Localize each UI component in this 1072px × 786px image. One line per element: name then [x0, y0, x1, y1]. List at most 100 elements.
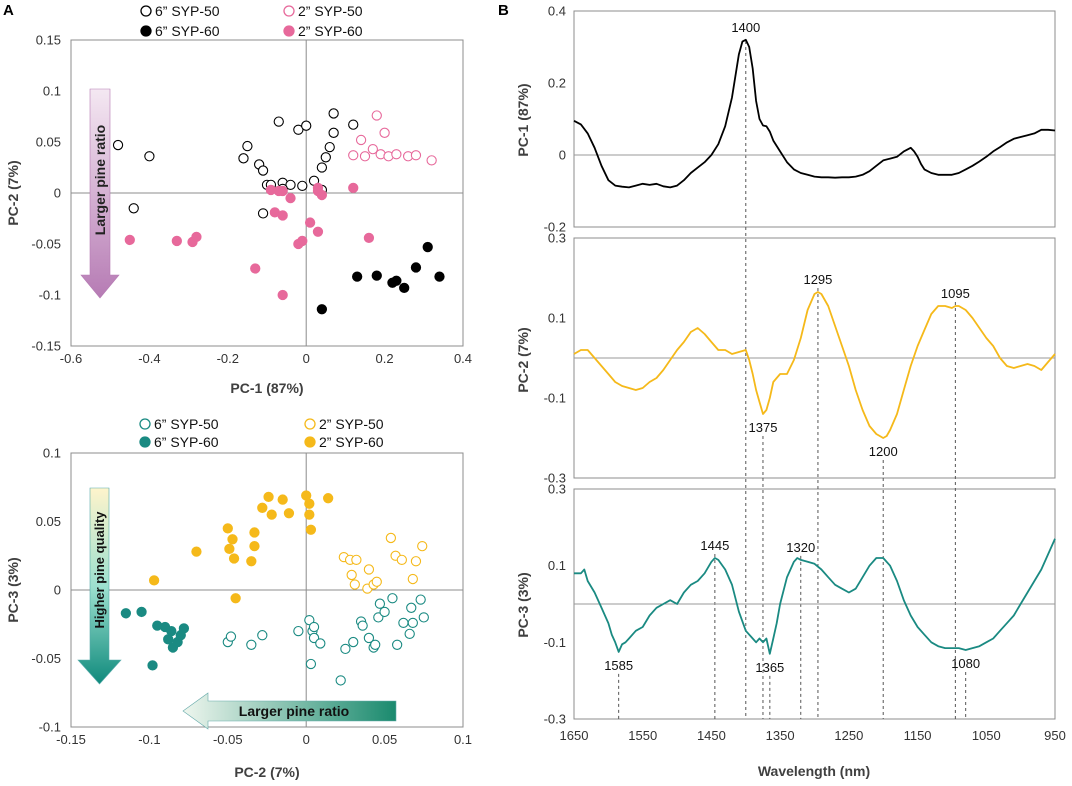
data-point — [315, 638, 326, 649]
x-tick-label: 0.1 — [454, 732, 472, 747]
y-tick-label: 0.15 — [36, 33, 61, 48]
y-tick-label: 0 — [559, 148, 566, 163]
larger-pine-ratio-h-arrow — [182, 692, 397, 730]
data-point — [379, 606, 390, 618]
loading-curve — [573, 38, 1056, 189]
larger-pine-ratio-h-label: Larger pine ratio — [239, 703, 349, 719]
peak-label: 1365 — [755, 660, 784, 675]
data-point — [191, 231, 202, 243]
data-point — [363, 232, 375, 244]
data-point — [305, 524, 317, 535]
data-point — [379, 127, 390, 138]
legend-marker — [283, 5, 295, 17]
data-point — [277, 210, 288, 221]
data-point — [249, 527, 260, 538]
y-tick-label: 0 — [54, 583, 61, 598]
x-tick-label: -0.2 — [217, 351, 239, 366]
loading-panel-b-pc1: -0.2 0 0.2 0.4 1400 — [544, 4, 1056, 235]
y-tick-label: 0.3 — [548, 482, 566, 497]
x-tick-label: 1450 — [697, 728, 726, 743]
data-point — [242, 140, 253, 152]
data-point — [348, 119, 359, 130]
data-point — [293, 124, 304, 135]
data-point — [257, 208, 269, 219]
data-point — [304, 509, 315, 520]
data-point — [391, 275, 402, 286]
data-point — [346, 569, 357, 581]
data-point — [316, 304, 328, 315]
data-point — [277, 185, 288, 197]
data-point — [301, 120, 312, 131]
peak-label: 1095 — [941, 286, 970, 301]
x-axis-title: PC-1 (87%) — [230, 380, 303, 396]
data-point — [304, 217, 316, 228]
data-point — [285, 179, 296, 190]
data-point — [222, 523, 233, 534]
y-tick-label: -0.1 — [39, 720, 61, 735]
y-tick-label: 0.05 — [36, 135, 61, 150]
y-tick-label: -0.1 — [544, 635, 566, 650]
y-tick-label: 0 — [54, 186, 61, 201]
pc1-y-axis-title: PC-1 (87%) — [515, 83, 531, 156]
legend-label: 6” SYP-50 — [154, 416, 219, 432]
peak-label: 1585 — [604, 658, 633, 673]
data-point — [266, 509, 277, 520]
data-point — [277, 289, 288, 301]
data-point — [124, 234, 135, 246]
data-point — [348, 636, 359, 648]
data-point — [355, 134, 367, 146]
data-point — [391, 149, 402, 160]
pc1-pc2-scatter: -0.6 -0.4 -0.2 0 0.2 0.4 -0.15 -0.1 -0.05 0 0.05 0.… — [5, 3, 472, 396]
data-point — [371, 110, 382, 121]
data-point — [391, 639, 403, 650]
peak-label: 1445 — [700, 538, 729, 553]
loadings-plots: -0.2 0 0.2 0.4 1400 -0.3 -0.1 0.1 0.3 1295 1095 137… — [515, 4, 1066, 780]
data-point — [385, 532, 397, 544]
loading-curve — [574, 538, 1056, 655]
x-tick-label: -0.6 — [60, 351, 82, 366]
legend-label: 2” SYP-50 — [298, 3, 363, 19]
data-point — [363, 564, 375, 575]
data-point — [417, 541, 428, 552]
data-point — [404, 628, 415, 639]
loading-panel-b-pc3: -0.3 -0.1 0.1 0.3 1650 1550 1450 1350 1250 1150 10… — [544, 482, 1066, 744]
data-point — [228, 553, 240, 564]
x-tick-label: 0.4 — [454, 351, 472, 366]
data-point — [340, 643, 351, 655]
x-tick-label: 1150 — [904, 728, 932, 743]
data-point — [128, 203, 139, 214]
legend-marker — [140, 5, 152, 17]
x-tick-label: 1650 — [560, 728, 589, 743]
legend-marker — [304, 436, 316, 448]
peak-label: 1400 — [731, 20, 760, 35]
data-point — [349, 579, 360, 590]
data-point — [249, 541, 260, 552]
data-point — [422, 241, 433, 253]
pc2-y-axis-title: PC-2 (7%) — [515, 327, 531, 392]
legend-marker — [283, 25, 295, 37]
data-point — [305, 658, 317, 670]
data-point — [348, 150, 359, 161]
data-point — [285, 192, 296, 204]
data-point — [316, 189, 328, 201]
data-point — [406, 602, 417, 613]
data-point — [136, 606, 147, 618]
data-point — [230, 593, 241, 604]
peak-label: 1375 — [749, 420, 778, 435]
data-point — [246, 556, 257, 567]
y-tick-label: 0.1 — [548, 311, 566, 326]
y-axis-title: PC-2 (7%) — [5, 160, 21, 225]
peak-label: 1295 — [803, 272, 832, 287]
y-tick-label: 0.4 — [548, 4, 566, 19]
data-point — [352, 271, 363, 282]
data-point — [273, 116, 284, 127]
wavelength-axis-title: Wavelength (nm) — [758, 763, 870, 779]
data-point — [367, 143, 378, 155]
peak-label: 1080 — [951, 656, 980, 671]
panel-label-b: B — [498, 2, 509, 19]
data-point — [112, 139, 124, 151]
y-tick-label: -0.15 — [31, 339, 61, 354]
legend-marker — [139, 436, 151, 448]
pc2-pc3-scatter: -0.15 -0.1 -0.05 0 0.05 0.1-0.1-0.0500.050.1 … — [5, 416, 472, 780]
